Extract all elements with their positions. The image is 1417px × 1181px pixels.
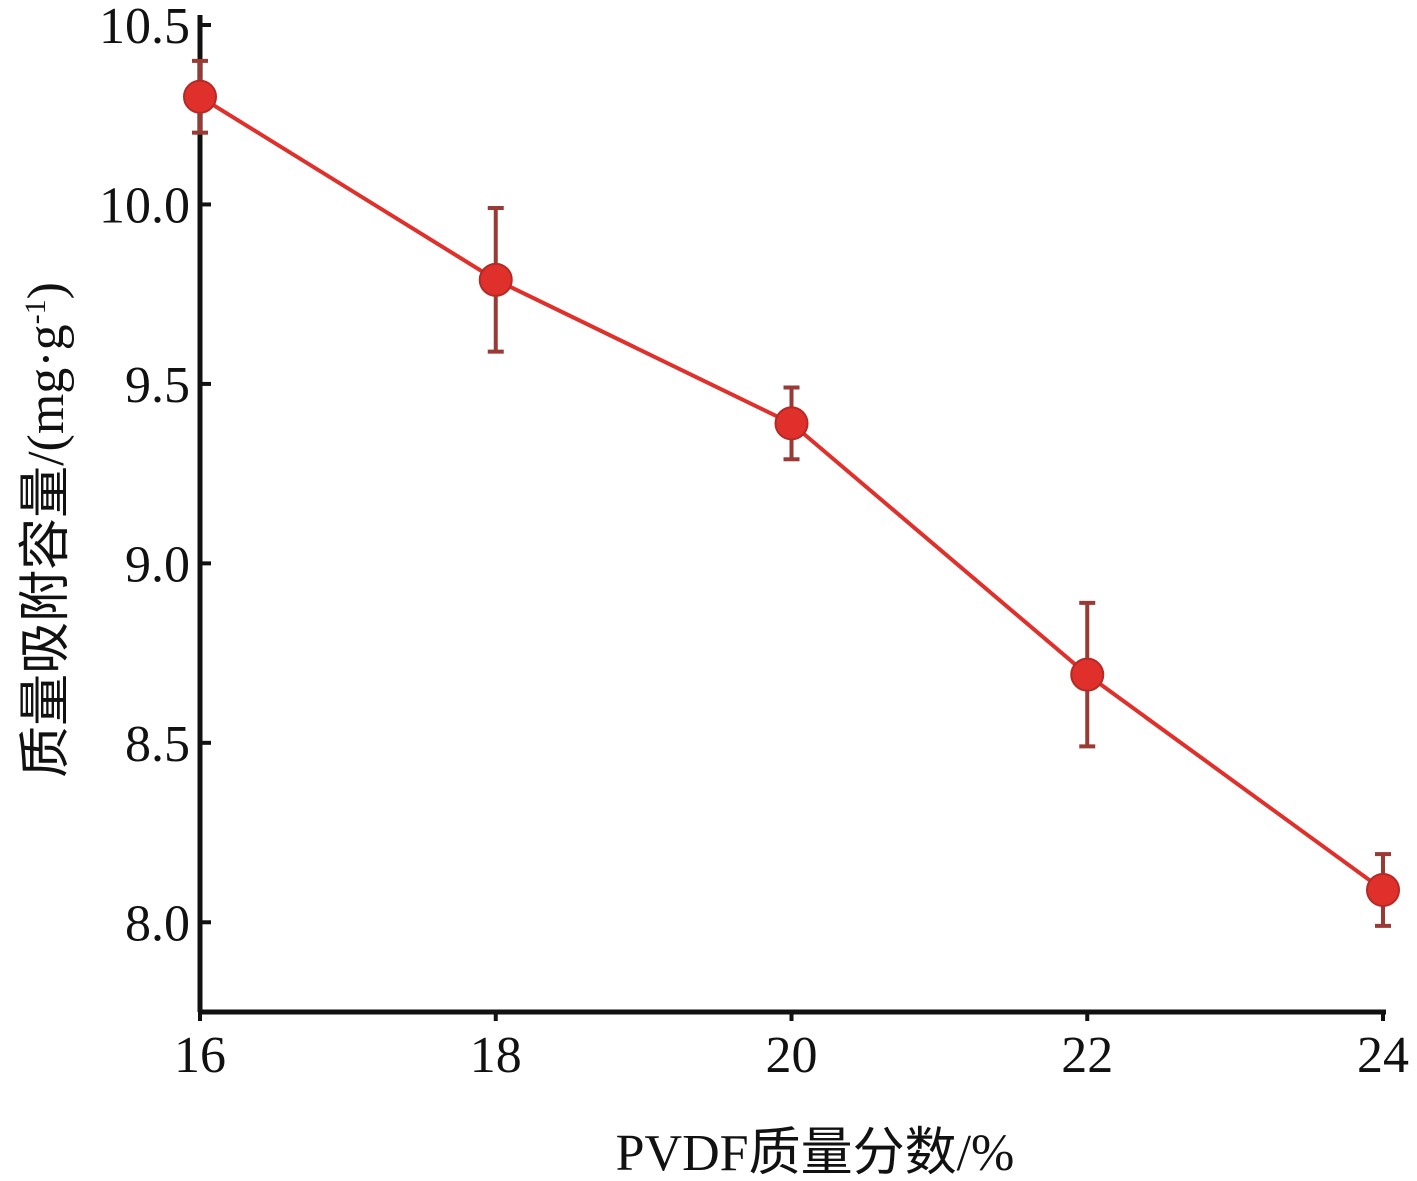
y-tick-label: 10.5	[99, 0, 190, 55]
y-axis-title-superscript: -1	[19, 299, 52, 324]
y-axis-title-main: 质量吸附容量/(mg·g	[18, 324, 75, 778]
y-tick-label: 8.5	[125, 716, 190, 773]
x-axis-title: PVDF质量分数/%	[616, 1125, 1015, 1181]
x-tick-label: 24	[1357, 1027, 1409, 1084]
y-ticks: 8.0 8.5 9.0 9.5 10.0 10.5	[99, 0, 211, 952]
x-ticks: 16 18 20 22 24	[174, 1012, 1409, 1084]
y-tick-label: 9.0	[125, 536, 190, 593]
data-point	[1366, 872, 1400, 907]
y-tick-label: 9.5	[125, 357, 190, 414]
y-axis-title-close: )	[18, 282, 75, 299]
axes	[197, 15, 1386, 1015]
series-layer	[183, 58, 1400, 928]
series-line	[198, 95, 1385, 892]
data-point	[183, 79, 217, 114]
x-tick-label: 20	[766, 1027, 818, 1084]
y-axis-title: 质量吸附容量/(mg·g-1)	[18, 282, 75, 778]
y-tick-label: 10.0	[99, 177, 190, 234]
x-tick-label: 16	[174, 1027, 226, 1084]
data-point	[478, 262, 513, 297]
x-tick-label: 18	[470, 1027, 522, 1084]
data-point	[1070, 657, 1105, 692]
x-tick-label: 22	[1061, 1027, 1113, 1084]
data-point	[774, 406, 809, 441]
y-tick-label: 8.0	[125, 895, 190, 952]
